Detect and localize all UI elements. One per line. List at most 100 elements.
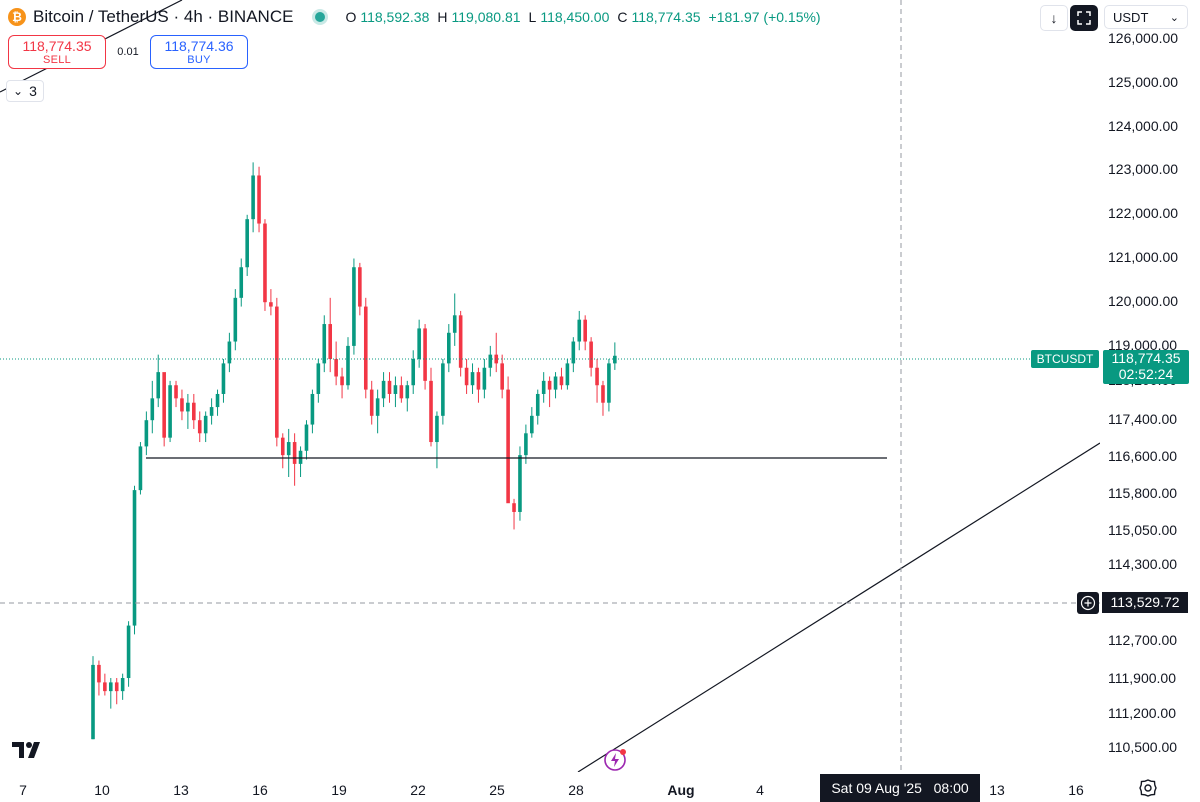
candle-body (553, 376, 558, 390)
price-scale[interactable]: 126,000.00 125,000.00 124,000.00 123,000… (1100, 0, 1200, 802)
time-tick: 4 (756, 782, 764, 798)
currency-select[interactable]: USDT ⌄ (1104, 5, 1188, 29)
candle-body (363, 306, 368, 390)
buy-button[interactable]: 118,774.36 BUY (150, 35, 248, 69)
candle-body (221, 363, 226, 394)
candle-body (393, 385, 398, 394)
candle-body (458, 315, 463, 368)
price-tick: 126,000.00 (1108, 30, 1179, 46)
candle-body (435, 415, 439, 443)
price-tick: 116,600.00 (1108, 448, 1178, 464)
price-tick: 123,000.00 (1108, 161, 1179, 177)
candle-body (399, 385, 404, 399)
candle-body (476, 372, 481, 390)
price-tick: 121,000.00 (1108, 249, 1179, 265)
ohlc-low-key: L (528, 9, 537, 25)
bitcoin-icon: ₿ (8, 8, 26, 26)
indicator-count: 3 (29, 83, 37, 99)
candle-body (583, 319, 587, 342)
candle-body (571, 341, 576, 364)
price-tick: 111,200.00 (1108, 705, 1176, 721)
candle-body (245, 219, 249, 268)
candle-body (595, 367, 599, 386)
price-tick: 124,000.00 (1108, 118, 1179, 134)
candle-body (464, 367, 469, 386)
candle-body (322, 324, 327, 364)
candle-body (547, 380, 552, 390)
time-scale[interactable]: 7 10 13 16 19 22 25 28 Aug 4 13 16 (0, 772, 1100, 802)
candle-body (541, 380, 546, 394)
candle-body (423, 328, 427, 381)
time-tick: 16 (1068, 782, 1084, 798)
price-tick: 115,050.00 (1108, 522, 1178, 538)
candle-body (535, 393, 540, 416)
sell-price: 118,774.35 (22, 37, 92, 54)
price-chart[interactable] (0, 0, 1100, 772)
ohlc-change: +181.97 (+0.15%) (708, 9, 821, 25)
candle-body (239, 267, 244, 298)
candle-body (613, 355, 617, 364)
candle-body (482, 367, 487, 390)
candle-body (215, 393, 220, 408)
chevron-down-icon: ⌄ (13, 84, 24, 98)
fullscreen-button[interactable] (1070, 5, 1098, 31)
time-tick-month: Aug (667, 782, 695, 798)
candle-body (447, 332, 451, 364)
settings-icon[interactable] (1138, 778, 1158, 798)
time-tick: 10 (94, 782, 110, 798)
price-tick: 117,400.00 (1108, 411, 1178, 427)
candle-body (417, 328, 421, 360)
chevron-down-icon: ⌄ (1169, 11, 1179, 24)
currency-value: USDT (1113, 9, 1149, 25)
price-tick: 115,800.00 (1108, 485, 1178, 501)
ohlc-open-key: O (345, 9, 357, 25)
price-tick: 119,000.00 (1108, 337, 1178, 353)
indicators-toggle[interactable]: ⌄ 3 (6, 80, 44, 102)
candle-body (180, 398, 184, 412)
crosshair-date-badge: Sat 09 Aug '25 08:00 (820, 774, 980, 802)
sell-label: SELL (42, 53, 72, 66)
ohlc-low-value: 118,450.00 (540, 9, 610, 25)
time-tick: 22 (410, 782, 426, 798)
candle-body (506, 389, 510, 504)
arrow-down-button[interactable]: ↓ (1040, 5, 1068, 31)
time-tick: 19 (331, 782, 347, 798)
tradingview-logo (12, 742, 40, 758)
candle-body (186, 402, 190, 412)
candle-body (103, 682, 107, 692)
sell-button[interactable]: 118,774.35 SELL (8, 35, 106, 69)
candle-body (358, 267, 362, 307)
symbol-title[interactable]: Bitcoin / TetherUS · 4h · BINANCE (33, 7, 294, 26)
candle-body (304, 424, 309, 451)
candle-body (174, 385, 178, 399)
candle-body (275, 306, 279, 438)
price-tick: 114,300.00 (1108, 556, 1178, 572)
price-tick: 111,900.00 (1108, 670, 1176, 686)
candle-body (328, 324, 332, 360)
candle-body (352, 267, 356, 346)
candle-body (292, 442, 297, 464)
candle-body (280, 437, 285, 456)
candle-body (488, 354, 493, 368)
candle-body (120, 678, 125, 692)
flash-icon[interactable] (603, 747, 629, 773)
candle-body (512, 503, 516, 512)
crosshair-price-badge: 113,529.72 (1102, 592, 1188, 613)
candle-body (601, 385, 605, 403)
candle-body (369, 389, 374, 416)
candle-body (138, 446, 143, 491)
symbol-badge: BTCUSDT (1031, 350, 1099, 368)
candle-body (429, 380, 433, 443)
ohlc-close-key: C (617, 9, 628, 25)
time-tick: 16 (252, 782, 268, 798)
candle-body (381, 380, 386, 399)
ohlc-open-value: 118,592.38 (360, 9, 430, 25)
candle-body (150, 398, 155, 421)
price-tick: 120,000.00 (1108, 293, 1179, 309)
current-price-badge: 118,774.35 02:52:24 (1103, 350, 1189, 384)
ohlc-close-value: 118,774.35 (631, 9, 701, 25)
candle-body (233, 297, 238, 342)
trend-line-lower[interactable] (577, 442, 1100, 772)
plus-icon[interactable] (1077, 592, 1099, 614)
arrow-down-icon: ↓ (1050, 10, 1058, 26)
